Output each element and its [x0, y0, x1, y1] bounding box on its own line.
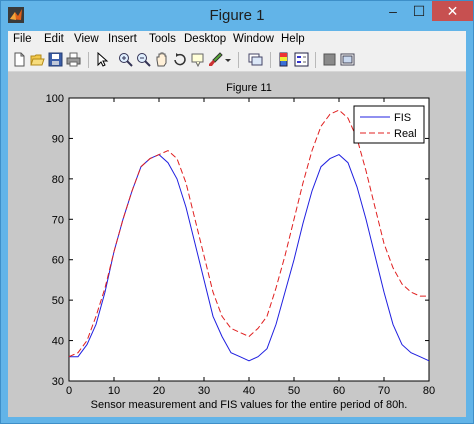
minimize-button[interactable]: –: [389, 3, 397, 19]
x-tick-label: 50: [288, 385, 300, 397]
y-tick-label: 80: [52, 174, 64, 186]
y-tick-label: 60: [52, 255, 64, 267]
y-tick-label: 70: [52, 214, 64, 226]
y-tick-label: 40: [52, 336, 64, 348]
insert-colorbar-icon[interactable]: [276, 52, 291, 67]
x-tick-label: 60: [333, 385, 345, 397]
insert-legend-icon[interactable]: [294, 52, 309, 67]
maximize-button[interactable]: ☐: [412, 3, 426, 19]
legend-fis-label: FIS: [394, 112, 411, 124]
print-icon[interactable]: [66, 52, 81, 67]
axes-box: [68, 97, 430, 382]
matlab-logo-icon: [8, 7, 24, 23]
data-cursor-icon[interactable]: [190, 52, 205, 67]
rotate-3d-icon[interactable]: [172, 52, 187, 67]
series-line-real: [68, 109, 429, 358]
figure-canvas: Figure 11 Sensor measurement and FIS val…: [8, 72, 466, 417]
menu-file[interactable]: File: [13, 33, 32, 45]
link-plot-icon[interactable]: [248, 52, 263, 67]
y-tick-label: 90: [52, 133, 64, 145]
axis-ticks: 0 10 20 30 40 50 60 70 80 30 40 50 60 70 80 90 100: [46, 93, 435, 397]
save-icon[interactable]: [48, 52, 63, 67]
figure-toolbar: [8, 49, 466, 72]
show-plot-tools-icon[interactable]: [340, 52, 355, 67]
x-tick-label: 40: [243, 385, 255, 397]
legend-box: [353, 105, 425, 144]
legend[interactable]: FIS Real: [353, 105, 425, 144]
menu-desktop[interactable]: Desktop: [184, 33, 227, 45]
x-axis-label: Sensor measurement and FIS values for th…: [91, 399, 408, 411]
toolbar-separator: [315, 52, 316, 68]
brush-dropdown-icon[interactable]: [224, 52, 232, 67]
y-tick-label: 30: [52, 376, 64, 388]
brush-icon[interactable]: [208, 52, 223, 67]
close-button[interactable]: ✕: [432, 1, 473, 21]
zoom-in-icon[interactable]: [118, 52, 133, 67]
menu-window[interactable]: Window: [233, 33, 274, 45]
menu-edit[interactable]: Edit: [44, 33, 64, 45]
x-tick-label: 20: [153, 385, 165, 397]
select-arrow-icon[interactable]: [94, 52, 109, 67]
menu-insert[interactable]: Insert: [108, 33, 137, 45]
x-tick-label: 0: [66, 385, 72, 397]
menu-view[interactable]: View: [74, 33, 99, 45]
y-tick-label: 100: [46, 93, 64, 105]
pan-hand-icon[interactable]: [154, 52, 169, 67]
plot-area: Figure 11 Sensor measurement and FIS val…: [46, 82, 435, 411]
window-title: Figure 1: [209, 7, 265, 24]
x-tick-label: 10: [108, 385, 120, 397]
menu-tools[interactable]: Tools: [149, 33, 176, 45]
toolbar-separator: [270, 52, 271, 68]
open-file-icon[interactable]: [30, 52, 45, 67]
hide-plot-tools-icon[interactable]: [322, 52, 337, 67]
zoom-out-icon[interactable]: [136, 52, 151, 67]
toolbar-separator: [238, 52, 239, 68]
x-tick-label: 30: [198, 385, 210, 397]
x-tick-label: 70: [378, 385, 390, 397]
series-lines: [68, 109, 430, 362]
new-figure-icon[interactable]: [12, 52, 27, 67]
toolbar-separator: [88, 52, 89, 68]
menu-help[interactable]: Help: [281, 33, 305, 45]
title-bar[interactable]: Figure 1 – ☐ ✕: [1, 1, 473, 31]
axes-title: Figure 11: [226, 82, 272, 94]
menu-bar: File Edit View Insert Tools Desktop Wind…: [8, 31, 466, 49]
legend-real-label: Real: [394, 128, 417, 140]
x-tick-label: 80: [423, 385, 435, 397]
y-tick-label: 50: [52, 295, 64, 307]
